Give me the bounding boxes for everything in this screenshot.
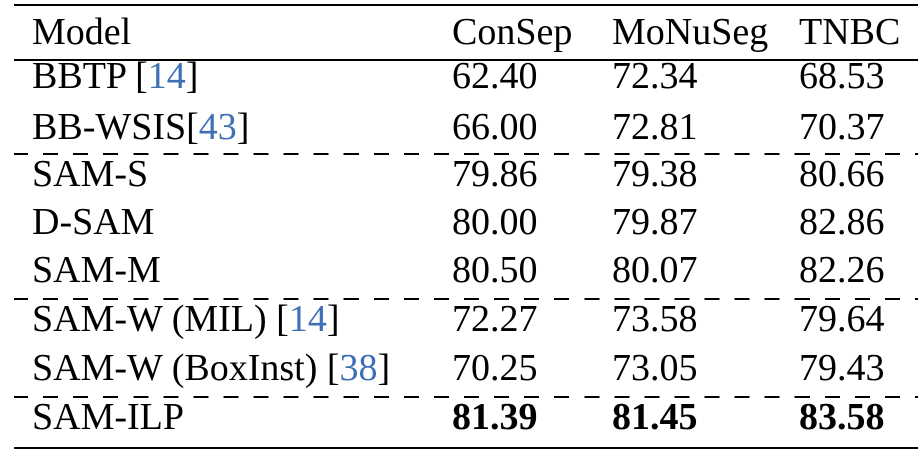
- citation-link[interactable]: 14: [288, 298, 327, 340]
- header-tnbc: TNBC: [799, 11, 901, 53]
- value-monuseg: 80.07: [612, 249, 698, 291]
- value-consep: 79.86: [452, 153, 538, 195]
- header-monuseg: MoNuSeg: [612, 11, 769, 53]
- value-consep: 70.25: [452, 347, 538, 389]
- value-monuseg: 79.38: [612, 153, 698, 195]
- citation-link[interactable]: 43: [198, 106, 237, 148]
- model-name: SAM-ILP: [32, 396, 185, 438]
- value-monuseg: 72.81: [612, 106, 698, 148]
- citation-link[interactable]: 38: [339, 347, 378, 389]
- bottom-rule: [14, 447, 918, 449]
- value-tnbc: 80.66: [799, 153, 885, 195]
- top-rule: [14, 4, 918, 6]
- value-monuseg: 73.05: [612, 347, 698, 389]
- header-row: Model ConSep MoNuSeg TNBC: [0, 6, 924, 58]
- model-name: SAM-S: [32, 153, 149, 195]
- value-monuseg: 81.45: [612, 396, 698, 438]
- citation-link[interactable]: 14: [147, 55, 186, 97]
- model-name: BBTP [14]: [32, 55, 199, 97]
- value-consep: 72.27: [452, 298, 538, 340]
- value-consep: 80.00: [452, 201, 538, 243]
- table-row: SAM-M 80.50 80.07 82.26: [0, 244, 924, 296]
- table-row: D-SAM 80.00 79.87 82.86: [0, 196, 924, 248]
- value-consep: 62.40: [452, 55, 538, 97]
- model-name: BB-WSIS[43]: [32, 106, 250, 148]
- header-model: Model: [32, 11, 132, 53]
- value-tnbc: 83.58: [799, 396, 885, 438]
- table-row: BB-WSIS[43] 66.00 72.81 70.37: [0, 101, 924, 153]
- group-divider: [14, 298, 918, 300]
- value-monuseg: 73.58: [612, 298, 698, 340]
- value-consep: 81.39: [452, 396, 538, 438]
- model-name: SAM-M: [32, 249, 161, 291]
- model-name: SAM-W (MIL) [14]: [32, 298, 340, 340]
- value-consep: 66.00: [452, 106, 538, 148]
- value-tnbc: 79.43: [799, 347, 885, 389]
- value-tnbc: 68.53: [799, 55, 885, 97]
- table-row: SAM-ILP 81.39 81.45 83.58: [0, 391, 924, 443]
- value-tnbc: 82.86: [799, 201, 885, 243]
- header-consep: ConSep: [452, 11, 573, 53]
- value-tnbc: 70.37: [799, 106, 885, 148]
- table-row: SAM-S 79.86 79.38 80.66: [0, 148, 924, 200]
- header-rule: [14, 59, 918, 61]
- model-name: D-SAM: [32, 201, 155, 243]
- model-name: SAM-W (BoxInst) [38]: [32, 347, 391, 389]
- group-divider: [14, 396, 918, 398]
- value-consep: 80.50: [452, 249, 538, 291]
- table-row: SAM-W (MIL) [14] 72.27 73.58 79.64: [0, 293, 924, 345]
- value-monuseg: 72.34: [612, 55, 698, 97]
- table-row: BBTP [14] 62.40 72.34 68.53: [0, 50, 924, 102]
- value-tnbc: 82.26: [799, 249, 885, 291]
- value-monuseg: 79.87: [612, 201, 698, 243]
- group-divider: [14, 153, 918, 155]
- table-row: SAM-W (BoxInst) [38] 70.25 73.05 79.43: [0, 342, 924, 394]
- value-tnbc: 79.64: [799, 298, 885, 340]
